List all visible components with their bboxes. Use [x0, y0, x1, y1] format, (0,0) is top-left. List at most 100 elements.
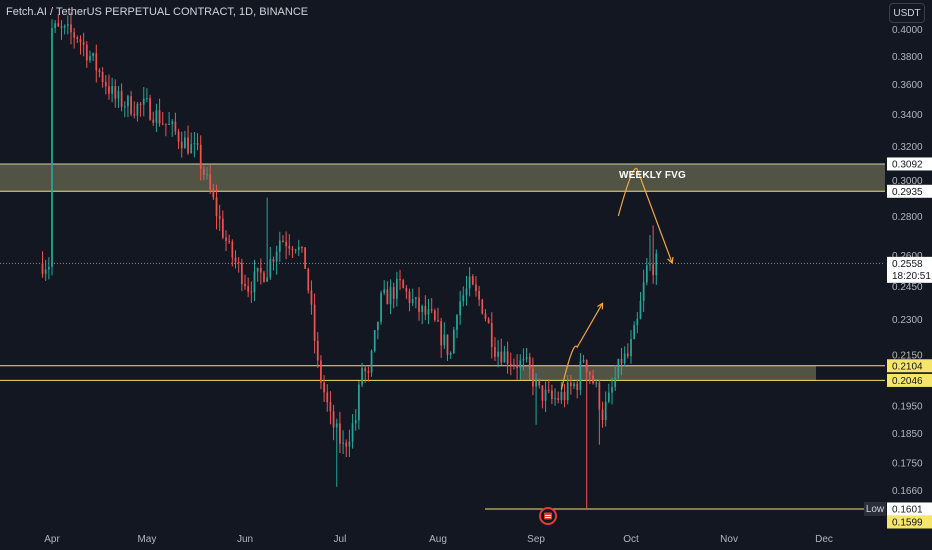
price-label-box [887, 184, 932, 198]
candle-body [218, 216, 221, 219]
candle-body [320, 360, 322, 383]
candle-body [136, 103, 139, 116]
support-zone-box[interactable] [520, 365, 816, 381]
candle-body [234, 257, 237, 262]
candle-body [500, 351, 503, 363]
candle-body [95, 53, 98, 71]
candle-body [427, 309, 430, 315]
y-tick-label: 0.2150 [892, 350, 923, 361]
candle-body [231, 241, 234, 258]
candle-body [89, 56, 91, 61]
candle-body [117, 91, 120, 99]
candle-body [199, 144, 202, 169]
candle-body [421, 305, 424, 312]
candle-body [588, 372, 591, 376]
price-label-box [887, 157, 932, 171]
candle-body [611, 387, 613, 393]
candle-body [73, 32, 76, 38]
candle-body [433, 310, 436, 321]
candle-body [323, 382, 325, 393]
candle-body [414, 297, 417, 300]
x-tick-label: Apr [44, 534, 60, 545]
candle-body [617, 358, 620, 378]
candle-body [206, 174, 208, 176]
candle-body [566, 382, 569, 401]
candle-body [655, 253, 658, 276]
candle-body [332, 411, 335, 428]
candle-body [342, 442, 344, 444]
candle-body [54, 23, 57, 29]
candle-body [114, 85, 117, 99]
y-tick-label: 0.1750 [892, 458, 923, 469]
time-axis[interactable]: Apr May Jun Jul Aug Sep Oct Nov Dec [44, 534, 833, 545]
candle-body [490, 323, 493, 348]
candle-body [259, 267, 262, 273]
candle-body [614, 377, 617, 388]
candle-body [304, 247, 306, 269]
economic-calendar-icon[interactable] [539, 507, 557, 525]
candle-body [399, 279, 401, 281]
candle-body [174, 121, 177, 132]
candle-body [177, 131, 180, 142]
candle-body [364, 368, 367, 372]
candle-body [440, 321, 443, 346]
candle-body [345, 442, 348, 447]
symbol-name[interactable]: Fetch.AI [6, 6, 47, 18]
candle-body [161, 123, 164, 125]
candle-body [70, 24, 72, 33]
candle-body [120, 91, 123, 107]
weekly-fvg-zone[interactable] [0, 163, 885, 192]
candle-body [221, 218, 224, 238]
candle-body [649, 264, 651, 266]
price-label-value: 0.1599 [892, 518, 923, 529]
candle-body [104, 82, 107, 87]
y-tick-label: 0.3800 [892, 52, 923, 63]
candle-body [449, 353, 452, 355]
y-tick-label: 0.1660 [892, 486, 923, 497]
candle-body [85, 44, 88, 61]
candle-body [82, 42, 85, 45]
candle-body [275, 251, 278, 262]
candle-body [592, 375, 594, 384]
candle-body [139, 103, 142, 105]
candle-body [370, 350, 373, 373]
candle-body [307, 268, 310, 291]
candle-body [525, 356, 528, 359]
candle-body [76, 37, 79, 40]
candle-body [215, 197, 218, 217]
candle-body [598, 382, 601, 410]
candle-body [92, 53, 95, 57]
candle-series[interactable] [41, 12, 658, 509]
currency-button[interactable]: USDT [889, 3, 925, 23]
candle-body [541, 385, 544, 401]
y-tick-label: 0.3600 [892, 80, 923, 91]
candle-body [212, 189, 215, 198]
y-tick-label: 0.4000 [892, 25, 923, 36]
price-label-value: 0.2558 [892, 259, 923, 270]
low-tag: Low [864, 502, 886, 516]
y-tick-label: 0.3000 [892, 176, 923, 187]
candle-body [607, 392, 610, 402]
candle-body [367, 371, 370, 373]
candle-body [443, 334, 446, 346]
candle-body [225, 237, 227, 241]
candle-body [563, 392, 566, 401]
price-axis[interactable]: 0.4000 0.3800 0.3600 0.3400 0.3200 0.3000 0.28… [892, 25, 923, 497]
interval-label[interactable]: 1D [239, 6, 254, 18]
candle-body [652, 264, 655, 276]
candle-body [465, 288, 468, 296]
projection-arrow-up[interactable] [560, 302, 604, 390]
projection-arrow-down[interactable] [617, 167, 674, 265]
y-tick-label: 0.3200 [892, 142, 923, 153]
candle-body [626, 353, 629, 357]
x-tick-label: Aug [429, 534, 447, 545]
weekly-fvg-label: WEEKLY FVG [619, 170, 687, 181]
candle-body [294, 249, 297, 251]
y-tick-label: 0.2800 [892, 212, 923, 223]
candle-body [446, 334, 449, 355]
candle-body [519, 360, 522, 369]
candle-body [595, 382, 598, 384]
price-label-box [887, 359, 932, 373]
candle-body [187, 137, 189, 154]
